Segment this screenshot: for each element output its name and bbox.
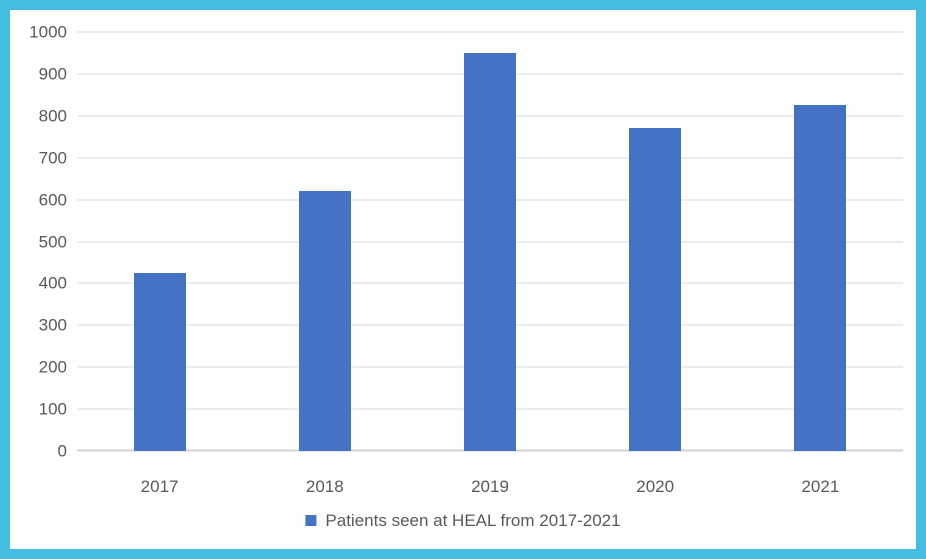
y-tick-label: 800 [38,106,67,126]
y-tick-label: 100 [38,399,67,419]
bar-2021 [794,105,847,451]
y-tick-label: 300 [38,315,67,335]
x-tick-label: 2017 [140,477,179,496]
bar-2019 [464,52,516,451]
x-tick-label: 2021 [801,477,840,496]
legend: Patients seen at HEAL from 2017-2021 [305,511,621,530]
y-tick-label: 500 [38,232,67,251]
y-tick-label: 0 [57,441,67,461]
plot-area: 0 100 200 300 400 500 600 700 800 900 1000 2017 2018… [29,24,903,495]
bar-2018 [298,191,351,451]
y-tick-label: 1000 [29,22,67,42]
x-tick-label: 2018 [305,477,344,496]
y-tick-label: 400 [38,273,67,293]
bar-2020 [629,128,682,451]
legend-label: Patients seen at HEAL from 2017-2021 [325,511,621,530]
y-tick-label: 600 [38,190,67,210]
y-tick-label: 900 [38,64,67,84]
x-tick-label: 2020 [636,477,675,496]
x-tick-label: 2019 [471,477,509,496]
y-tick-label: 700 [38,148,67,168]
y-tick-label: 200 [38,357,67,377]
legend-marker-icon [305,515,317,526]
gridline [77,31,903,33]
bar-chart: 0 100 200 300 400 500 600 700 800 900 1000 2017 2018… [10,10,916,549]
bar-2017 [133,272,186,451]
